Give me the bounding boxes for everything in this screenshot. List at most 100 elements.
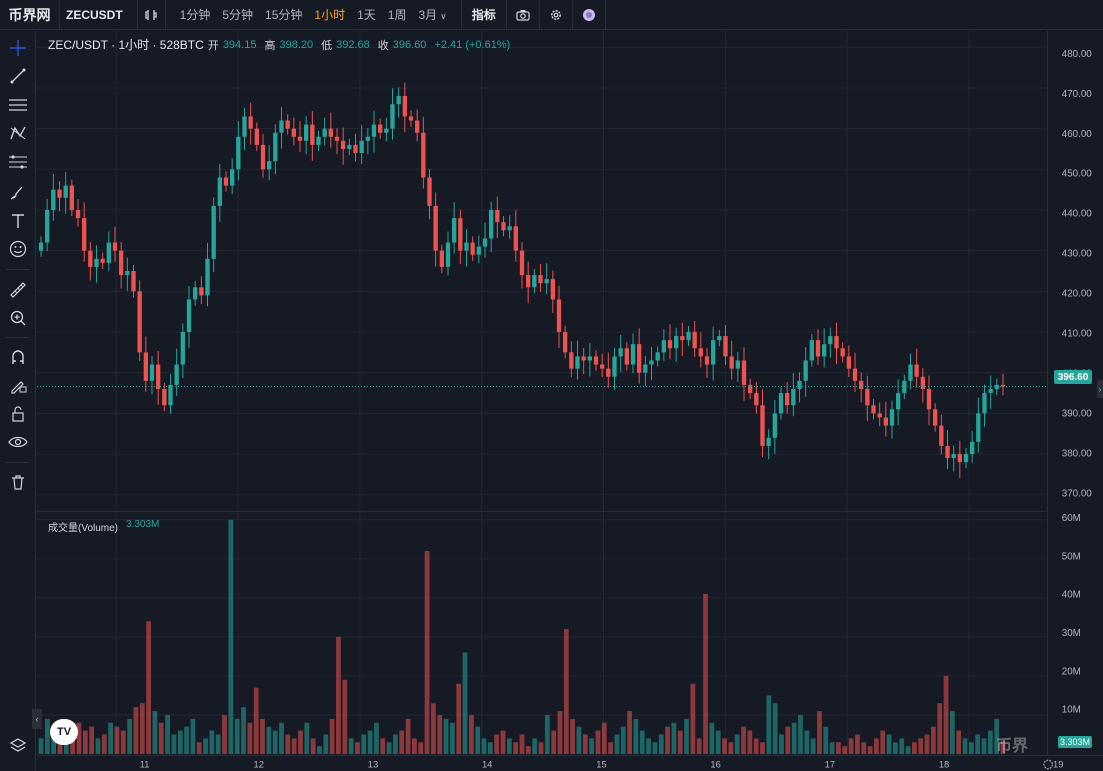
volume-bar <box>791 722 797 754</box>
volume-bar <box>741 726 746 754</box>
price-tick-label: 440.00 <box>1062 209 1093 220</box>
interval-5m[interactable]: 5分钟 <box>222 8 254 22</box>
symbol-selector[interactable]: ZECUSDT <box>60 0 138 30</box>
candle-body <box>797 380 802 389</box>
interval-15m[interactable]: 15分钟 <box>265 8 303 22</box>
collapse-right-icon[interactable]: › <box>1097 380 1103 398</box>
time-tick-label: 15 <box>596 759 606 769</box>
interval-1w[interactable]: 1周 <box>387 8 407 22</box>
candle-body <box>822 344 827 357</box>
pane-divider[interactable] <box>37 511 1047 512</box>
candle-body <box>674 336 679 349</box>
volume-tick-label: 40M <box>1062 590 1081 601</box>
candle-body <box>297 136 303 141</box>
candle-body <box>162 388 167 406</box>
indicators-button[interactable]: 指标 <box>462 0 507 30</box>
volume-bar <box>937 703 943 754</box>
high-value: 398.20 <box>279 38 314 51</box>
emoji-icon[interactable] <box>4 236 32 262</box>
candle-body <box>310 124 315 145</box>
settings-gear-icon[interactable] <box>540 0 573 30</box>
volume-bar <box>431 703 436 754</box>
candle-body <box>94 258 99 267</box>
volume-bar <box>715 730 721 754</box>
watermark: 币界 <box>996 738 1029 755</box>
compare-symbol-icon[interactable] <box>138 0 166 30</box>
candle-body <box>51 189 56 210</box>
interval-3mo[interactable]: 3月 ∨ <box>412 6 452 23</box>
interval-1d[interactable]: 1天 <box>357 8 376 22</box>
horizontal-lines-icon[interactable] <box>4 92 32 118</box>
volume-bar <box>994 718 1000 754</box>
candle-body <box>815 340 821 357</box>
eye-icon[interactable] <box>4 429 32 455</box>
interval-1h[interactable]: 1小时 <box>314 8 346 22</box>
brush-icon[interactable] <box>4 179 32 205</box>
candle-body <box>587 356 592 361</box>
volume-bar <box>658 734 664 754</box>
time-axis[interactable]: 11 12 13 14 15 16 17 18 19 <box>37 755 1103 771</box>
volume-bar <box>557 711 563 754</box>
candle-body <box>581 356 586 361</box>
volume-bar <box>481 738 487 754</box>
candle-body <box>230 169 235 186</box>
candle-body <box>575 356 580 369</box>
candle-body <box>889 409 895 426</box>
candle-body <box>427 177 432 206</box>
unlock-icon[interactable] <box>4 401 32 427</box>
ruler-icon[interactable] <box>4 277 32 303</box>
candle-body <box>174 364 179 385</box>
collapse-left-icon[interactable]: ‹ <box>32 709 42 729</box>
magnet-icon[interactable] <box>4 344 32 370</box>
candle-body <box>883 417 888 426</box>
legend-title: ZEC/USDT · 1小时 · 528BTC <box>48 38 204 52</box>
zoom-in-icon[interactable] <box>4 305 32 331</box>
candle-body <box>279 120 284 133</box>
time-tick-label: 13 <box>368 759 378 769</box>
volume-bar <box>753 738 759 754</box>
volume-bar <box>506 738 512 754</box>
price-axis[interactable]: 480.00 470.00 460.00 450.00 440.00 430.00 420.… <box>1047 31 1103 755</box>
lock-drawings-pencil-icon[interactable] <box>4 372 32 398</box>
volume-bar <box>203 738 208 754</box>
camera-icon[interactable] <box>507 0 540 30</box>
candle-body <box>433 205 438 251</box>
candle-body <box>963 454 969 463</box>
pattern-icon[interactable] <box>4 120 32 146</box>
candle-body <box>390 104 395 129</box>
candle-body <box>704 356 710 365</box>
volume-bar <box>848 738 854 754</box>
volume-bar <box>209 730 215 754</box>
crosshair-icon[interactable] <box>4 35 32 61</box>
tradingview-logo[interactable]: TV <box>50 719 78 745</box>
volume-bar <box>690 683 696 754</box>
volume-bar <box>418 742 424 754</box>
candle-body <box>125 271 130 276</box>
candle-body <box>402 96 407 117</box>
layers-icon[interactable] <box>4 733 32 759</box>
interval-1m[interactable]: 1分钟 <box>179 8 211 22</box>
candle-body <box>513 226 518 251</box>
volume-bar <box>152 711 158 754</box>
close-value: 396.60 <box>392 38 427 51</box>
time-tick-label: 11 <box>140 759 150 769</box>
candle-body <box>569 352 574 369</box>
candle-body <box>908 364 913 381</box>
candle-body <box>803 360 808 381</box>
site-logo[interactable]: 币界网 <box>0 0 60 30</box>
candle-body <box>649 360 654 365</box>
volume-bar <box>836 742 841 754</box>
text-icon[interactable] <box>4 208 32 234</box>
theme-toggle-icon[interactable] <box>573 0 606 30</box>
volume-bar <box>861 742 867 754</box>
candle-body <box>698 348 703 357</box>
volume-bar <box>633 718 639 754</box>
trash-icon[interactable] <box>4 469 32 495</box>
axis-settings-icon[interactable] <box>1043 759 1053 770</box>
price-chart[interactable] <box>37 31 1047 755</box>
volume-bar <box>639 730 645 754</box>
volume-bar <box>823 726 829 754</box>
trend-line-icon[interactable] <box>4 63 32 89</box>
volume-bar <box>405 718 411 754</box>
fibonacci-icon[interactable] <box>4 149 32 175</box>
